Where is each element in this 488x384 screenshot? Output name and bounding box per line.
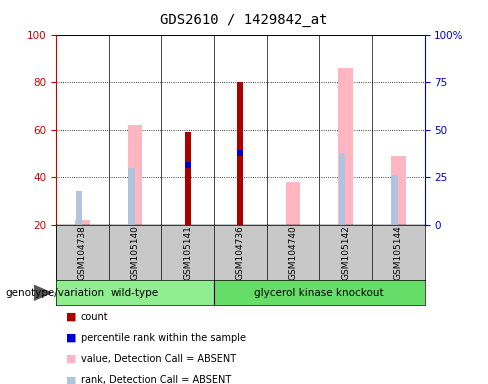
Text: wild-type: wild-type (111, 288, 159, 298)
Bar (56, 280, 214, 305)
Text: GSM105141: GSM105141 (183, 225, 192, 280)
Bar (285, 182, 300, 225)
Text: count: count (81, 312, 108, 322)
Bar (338, 68, 353, 225)
Text: glycerol kinase knockout: glycerol kinase knockout (254, 288, 384, 298)
Text: GSM105144: GSM105144 (394, 225, 403, 280)
Bar (391, 156, 406, 225)
Polygon shape (34, 285, 51, 300)
Text: genotype/variation: genotype/variation (5, 288, 104, 298)
Text: ■: ■ (66, 354, 77, 364)
Bar (184, 162, 191, 168)
Text: GSM105142: GSM105142 (341, 225, 350, 280)
Text: percentile rank within the sample: percentile rank within the sample (81, 333, 245, 343)
Bar (214, 280, 425, 305)
Bar (128, 125, 142, 225)
Text: value, Detection Call = ABSENT: value, Detection Call = ABSENT (81, 354, 236, 364)
Bar (237, 82, 244, 225)
Bar (339, 153, 345, 225)
Text: GDS2610 / 1429842_at: GDS2610 / 1429842_at (160, 13, 328, 27)
Bar (237, 150, 244, 156)
Bar (76, 191, 82, 225)
Text: GSM105140: GSM105140 (131, 225, 140, 280)
Text: ■: ■ (66, 375, 77, 384)
Text: GSM104736: GSM104736 (236, 225, 245, 280)
Bar (128, 168, 135, 225)
Text: rank, Detection Call = ABSENT: rank, Detection Call = ABSENT (81, 375, 231, 384)
Bar (391, 175, 398, 225)
Bar (184, 132, 191, 225)
Bar (75, 220, 90, 225)
Text: ■: ■ (66, 333, 77, 343)
Text: GSM104740: GSM104740 (288, 225, 298, 280)
Text: ■: ■ (66, 312, 77, 322)
Text: GSM104738: GSM104738 (78, 225, 87, 280)
